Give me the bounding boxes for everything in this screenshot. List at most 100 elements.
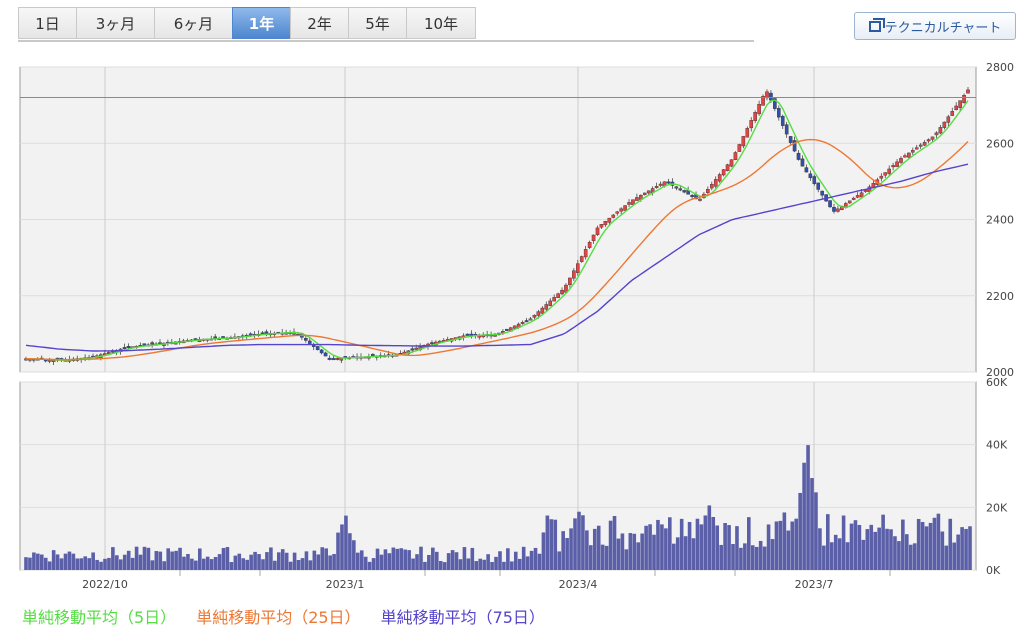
volume-bar xyxy=(589,545,593,570)
volume-bar xyxy=(466,558,471,570)
volume-bar xyxy=(95,559,99,570)
candle-body xyxy=(603,221,608,226)
candle-body xyxy=(646,190,651,194)
candle-body xyxy=(816,182,821,190)
volume-bar xyxy=(715,525,720,570)
volume-bar xyxy=(691,538,696,570)
tab-1[interactable]: 3ヶ月 xyxy=(76,7,154,39)
volume-bar xyxy=(837,538,842,570)
volume-bar xyxy=(675,537,680,570)
tab-5[interactable]: 5年 xyxy=(348,7,406,39)
volume-bar xyxy=(371,558,376,570)
volume-bar xyxy=(383,549,388,570)
candle-body xyxy=(808,173,813,179)
candle-body xyxy=(595,227,600,235)
volume-bar xyxy=(928,522,933,570)
tab-0[interactable]: 1日 xyxy=(18,7,76,39)
tab-2[interactable]: 6ヶ月 xyxy=(154,7,232,39)
volume-bar xyxy=(814,492,818,570)
candle-body xyxy=(335,357,340,360)
volume-tick-label: 40K xyxy=(986,439,1008,452)
candle-body xyxy=(812,176,817,184)
volume-bar xyxy=(332,553,336,570)
volume-bar xyxy=(529,550,534,570)
candle-body xyxy=(859,192,864,198)
ma75-line xyxy=(25,163,969,352)
candle-body xyxy=(777,108,781,118)
candle-body xyxy=(579,256,584,262)
volume-bar xyxy=(197,548,202,570)
volume-bar xyxy=(660,524,664,570)
tab-6[interactable]: 10年 xyxy=(406,7,476,39)
candle-body xyxy=(907,152,911,158)
volume-bar xyxy=(63,553,68,570)
volume-bar xyxy=(719,544,723,570)
candle-body xyxy=(741,136,746,147)
volume-bar xyxy=(99,561,103,570)
volume-bar xyxy=(782,512,787,570)
date-label: 2023/1 xyxy=(326,578,365,591)
candle-body xyxy=(769,92,773,101)
volume-bar xyxy=(47,561,52,570)
candle-body xyxy=(930,136,935,140)
price-tick-label: 2800 xyxy=(986,61,1014,74)
candle-body xyxy=(918,144,923,147)
volume-bar xyxy=(130,557,135,570)
volume-bar xyxy=(328,555,332,570)
candle-body xyxy=(631,199,635,205)
candle-body xyxy=(150,342,154,345)
volume-bar xyxy=(873,531,878,570)
volume-bar xyxy=(478,558,483,570)
candle-body xyxy=(828,200,832,208)
volume-bar xyxy=(727,525,731,570)
candle-body xyxy=(548,300,553,307)
volume-bar xyxy=(79,558,84,570)
tab-3[interactable]: 1年 xyxy=(232,7,290,39)
volume-bar xyxy=(237,553,242,570)
volume-bar xyxy=(545,515,550,570)
volume-bar xyxy=(118,559,123,570)
volume-bar xyxy=(798,492,802,570)
candle-body xyxy=(796,152,801,160)
volume-bar xyxy=(893,536,897,570)
legend-ma75: 単純移動平均（75日） xyxy=(380,608,545,627)
volume-bar xyxy=(802,462,806,570)
volume-bar xyxy=(952,542,957,570)
volume-bar xyxy=(600,544,605,570)
volume-bar xyxy=(427,554,431,570)
technical-chart-button[interactable]: テクニカルチャート xyxy=(854,12,1016,40)
volume-bar xyxy=(845,542,850,570)
volume-bar xyxy=(533,547,538,570)
volume-bar xyxy=(221,547,226,570)
volume-bar xyxy=(194,560,198,570)
volume-bar xyxy=(288,561,293,570)
legend-ma5: 単純移動平均（5日） xyxy=(22,608,177,627)
volume-bar xyxy=(707,505,712,570)
volume-bar xyxy=(24,557,28,570)
ma5-line xyxy=(25,99,969,361)
candle-body xyxy=(611,214,616,218)
volume-bar xyxy=(616,538,621,570)
volume-bar xyxy=(936,513,941,570)
candle-body xyxy=(891,165,895,168)
volume-bar xyxy=(261,559,265,570)
tab-4[interactable]: 2年 xyxy=(290,7,348,39)
volume-bar xyxy=(754,546,759,570)
volume-bar xyxy=(770,539,775,570)
volume-bar xyxy=(857,524,862,570)
volume-bar xyxy=(897,541,901,570)
volume-bar xyxy=(849,523,854,570)
volume-bar xyxy=(960,527,964,570)
date-label: 2023/7 xyxy=(795,578,834,591)
candle-body xyxy=(307,340,312,344)
volume-bar xyxy=(664,528,668,570)
candle-body xyxy=(820,190,824,196)
volume-bar xyxy=(51,550,56,570)
volume-bar xyxy=(494,556,498,570)
volume-tick-label: 0K xyxy=(986,564,1001,577)
volume-bar xyxy=(774,521,779,570)
volume-bar xyxy=(257,554,261,570)
volume-bar xyxy=(739,547,743,570)
volume-bar xyxy=(39,554,44,570)
candle-body xyxy=(958,100,962,108)
